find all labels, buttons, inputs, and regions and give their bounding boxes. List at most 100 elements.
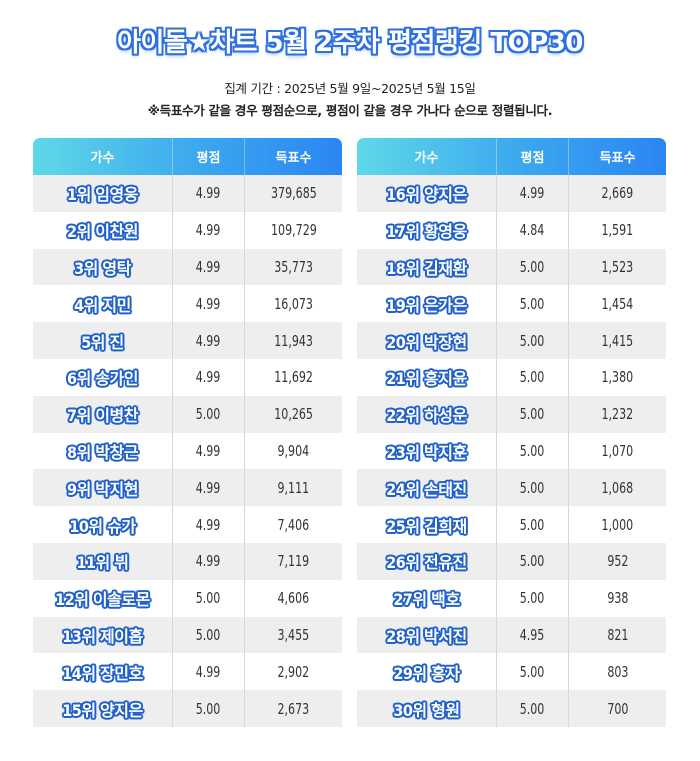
singer-name: 20위 박장현 [386, 332, 467, 352]
votes-cell: 938 [568, 579, 666, 617]
score-cell: 5.00 [496, 579, 568, 617]
votes-value: 1,000 [601, 515, 634, 534]
table-row: 1위 임영웅 4.99 379,685 [33, 175, 342, 212]
votes-cell: 1,591 [568, 211, 666, 249]
table-row: 7위 이병찬 5.00 10,265 [33, 395, 342, 433]
votes-cell: 2,673 [244, 690, 342, 727]
table-row: 20위 박장현 5.00 1,415 [357, 322, 666, 359]
votes-cell: 10,265 [244, 395, 342, 433]
score-cell: 5.00 [496, 542, 568, 580]
score-value: 5.00 [520, 478, 545, 497]
singer-name: 8위 박창근 [67, 442, 138, 462]
votes-value: 379,685 [270, 184, 317, 203]
votes-value: 952 [606, 552, 629, 571]
table-row: 13위 제이홉 5.00 3,455 [33, 616, 342, 654]
score-value: 5.00 [520, 368, 545, 387]
table-row: 29위 홍자 5.00 803 [357, 653, 666, 691]
votes-value: 1,415 [601, 331, 634, 350]
score-value: 5.00 [520, 331, 545, 350]
table-row: 27위 백호 5.00 938 [357, 579, 666, 617]
votes-cell: 2,669 [568, 175, 666, 212]
singer-name: 6위 송가인 [67, 369, 138, 389]
score-cell: 4.84 [496, 211, 568, 249]
votes-value: 1,523 [601, 257, 634, 276]
votes-value: 938 [606, 589, 629, 608]
votes-value: 2,669 [601, 184, 634, 203]
votes-cell: 1,454 [568, 285, 666, 323]
score-cell: 5.00 [496, 432, 568, 470]
table-row: 26위 전유진 5.00 952 [357, 542, 666, 580]
votes-value: 9,111 [277, 478, 310, 497]
votes-cell: 109,729 [244, 211, 342, 249]
singer-name: 10위 슈가 [69, 516, 136, 536]
votes-value: 803 [606, 662, 629, 681]
score-value: 5.00 [520, 515, 545, 534]
score-cell: 5.00 [496, 469, 568, 507]
votes-cell: 7,119 [244, 542, 342, 580]
table-row: 25위 김희재 5.00 1,000 [357, 506, 666, 543]
singer-name: 25위 김희재 [386, 516, 467, 536]
votes-cell: 1,380 [568, 358, 666, 396]
table-row: 23위 박지훈 5.00 1,070 [357, 432, 666, 470]
score-cell: 4.99 [172, 653, 244, 691]
score-cell: 4.95 [496, 616, 568, 654]
table-row: 28위 박서진 4.95 821 [357, 616, 666, 654]
votes-cell: 821 [568, 616, 666, 654]
score-value: 5.00 [196, 405, 221, 424]
header-score: 평점 [172, 138, 244, 175]
votes-value: 109,729 [270, 221, 317, 240]
votes-cell: 35,773 [244, 248, 342, 286]
score-cell: 5.00 [172, 690, 244, 727]
table-row: 5위 진 4.99 11,943 [33, 322, 342, 359]
singer-name: 2위 이찬원 [67, 222, 138, 242]
votes-cell: 1,000 [568, 506, 666, 543]
votes-value: 35,773 [274, 257, 313, 276]
singer-name: 4위 지민 [74, 295, 131, 315]
table-row: 11위 뷔 4.99 7,119 [33, 542, 342, 580]
score-value: 4.95 [520, 625, 545, 644]
votes-cell: 16,073 [244, 285, 342, 323]
singer-name: 24위 손태진 [386, 479, 467, 499]
votes-value: 1,454 [601, 294, 634, 313]
score-cell: 5.00 [496, 285, 568, 323]
score-value: 4.99 [196, 662, 221, 681]
table-row: 9위 박지현 4.99 9,111 [33, 469, 342, 507]
table-row: 8위 박창근 4.99 9,904 [33, 432, 342, 470]
singer-name: 22위 하성운 [386, 406, 467, 426]
votes-value: 3,455 [277, 625, 310, 644]
singer-name: 14위 장민호 [62, 663, 143, 683]
header-votes: 득표수 [568, 138, 666, 175]
score-value: 4.99 [196, 515, 221, 534]
votes-cell: 1,523 [568, 248, 666, 286]
singer-name: 9위 박지현 [67, 479, 138, 499]
votes-cell: 4,606 [244, 579, 342, 617]
score-value: 4.99 [196, 368, 221, 387]
table-row: 19위 은가은 5.00 1,454 [357, 285, 666, 323]
votes-cell: 700 [568, 690, 666, 727]
score-value: 5.00 [196, 699, 221, 718]
ranking-table-right: 가수 평점 득표수 16위 양지은 4.99 2,669 17위 황영웅 4.84 1,5… [357, 138, 666, 727]
header-singer: 가수 [414, 151, 439, 166]
score-cell: 5.00 [496, 653, 568, 691]
score-value: 5.00 [196, 625, 221, 644]
table-row: 16위 양지은 4.99 2,669 [357, 175, 666, 212]
table-row: 15위 양지은 5.00 2,673 [33, 690, 342, 727]
singer-name: 1위 임영웅 [67, 185, 138, 205]
score-value: 4.99 [196, 441, 221, 460]
ranking-table-left: 가수 평점 득표수 1위 임영웅 4.99 379,685 2위 이찬원 4.99 109… [33, 138, 342, 727]
votes-cell: 9,904 [244, 432, 342, 470]
table-body: 1위 임영웅 4.99 379,685 2위 이찬원 4.99 109,729 3위 영탁 4… [33, 175, 342, 727]
singer-name: 19위 은가은 [386, 295, 467, 315]
votes-cell: 1,070 [568, 432, 666, 470]
score-value: 5.00 [520, 699, 545, 718]
score-value: 4.99 [196, 184, 221, 203]
table-row: 10위 슈가 4.99 7,406 [33, 506, 342, 543]
votes-cell: 7,406 [244, 506, 342, 543]
singer-name: 7위 이병찬 [67, 406, 138, 426]
votes-cell: 952 [568, 542, 666, 580]
singer-name: 27위 백호 [393, 590, 460, 610]
singer-name: 21위 홍지윤 [386, 369, 467, 389]
score-value: 4.84 [520, 221, 545, 240]
votes-value: 9,904 [277, 441, 310, 460]
votes-value: 4,606 [277, 589, 310, 608]
